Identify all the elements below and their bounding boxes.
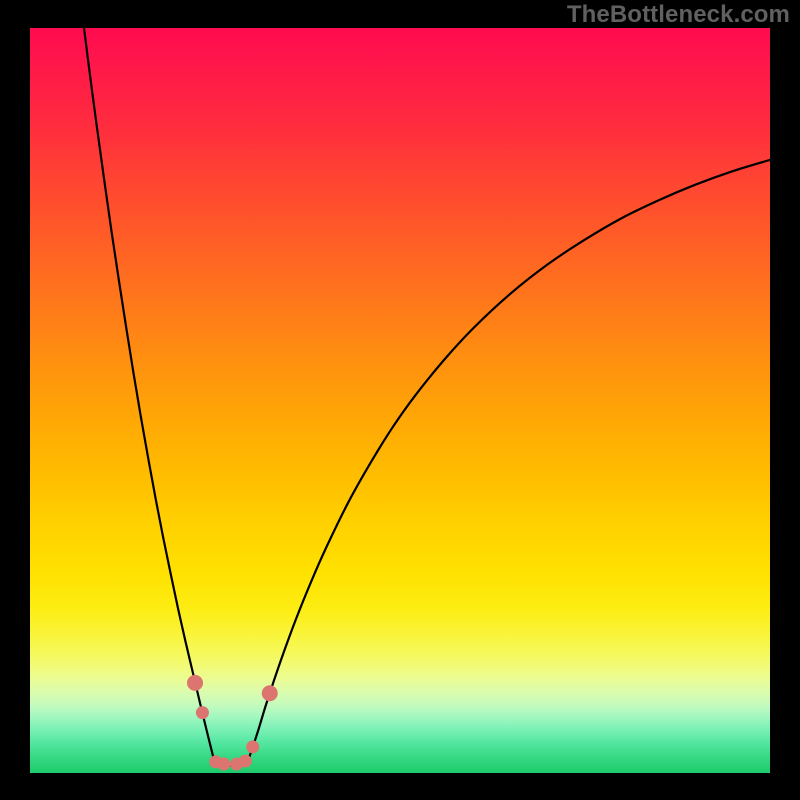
curve-marker xyxy=(218,758,230,770)
chart-container: TheBottleneck.com xyxy=(0,0,800,800)
curve-marker xyxy=(196,707,208,719)
curve-marker xyxy=(239,755,251,767)
watermark-text: TheBottleneck.com xyxy=(567,1,790,29)
curve-marker xyxy=(247,741,259,753)
curve-marker xyxy=(188,675,203,690)
chart-svg xyxy=(0,0,800,800)
curve-marker xyxy=(262,686,277,701)
bottleneck-curve xyxy=(84,28,770,766)
